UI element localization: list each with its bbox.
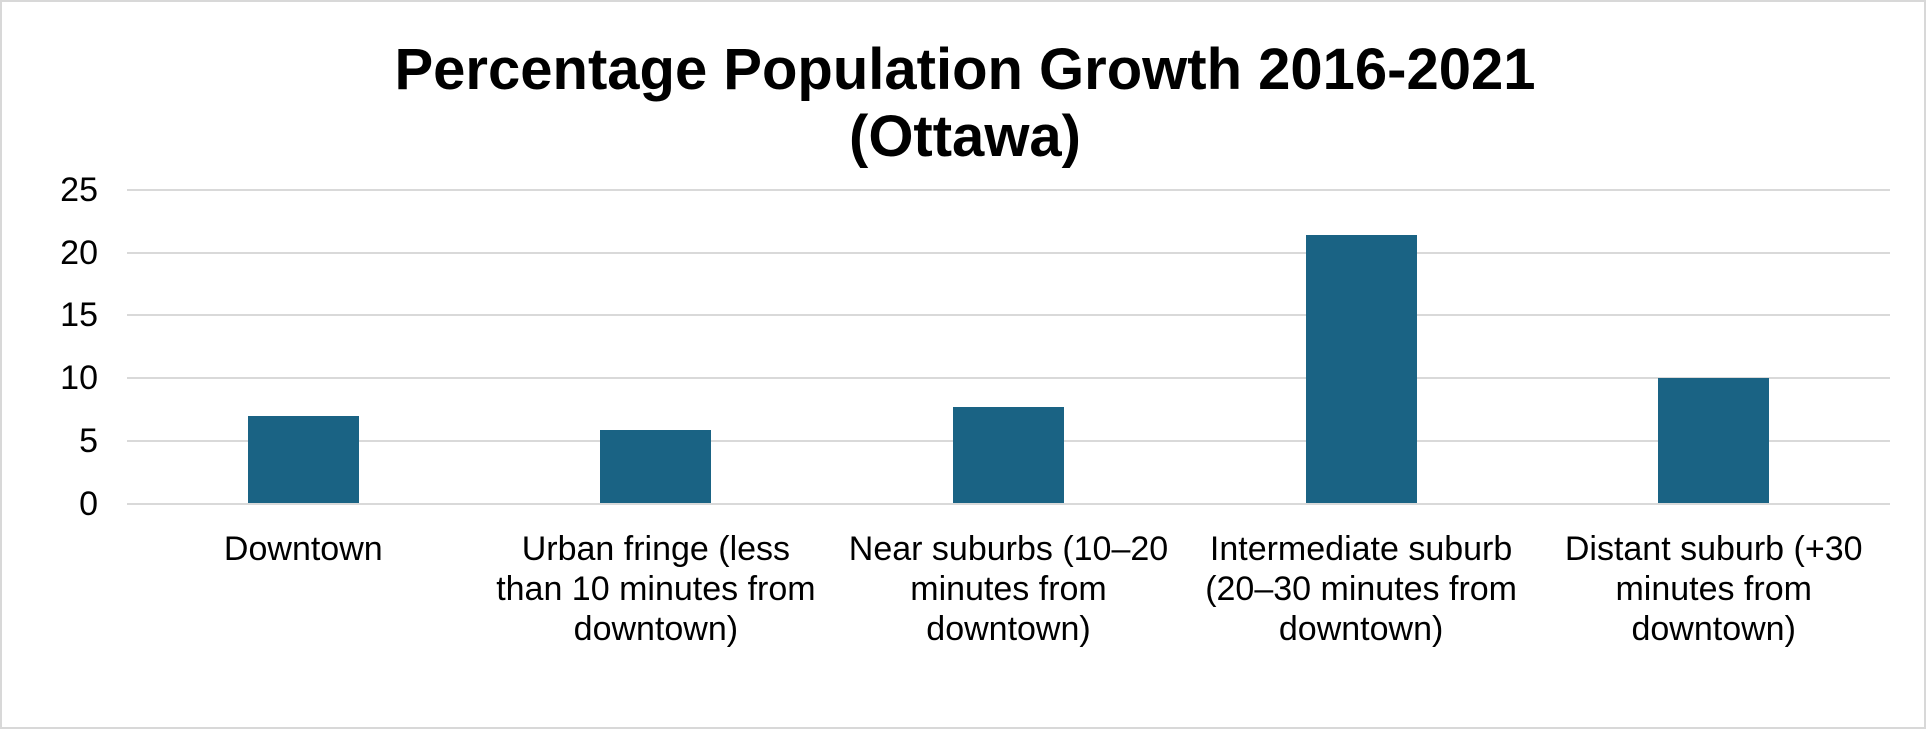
bar [953, 406, 1064, 504]
chart-title: Percentage Population Growth 2016-2021 (… [2, 36, 1924, 170]
gridline [127, 502, 1890, 505]
gridline [127, 189, 1890, 191]
x-axis-category-label: Distant suburb (+30 minutes from downtow… [1564, 530, 1863, 648]
y-axis-tick-label: 0 [79, 484, 98, 523]
bar [1658, 378, 1770, 504]
y-axis-tick-label: 20 [60, 233, 98, 272]
y-axis-tick-label: 25 [60, 171, 98, 209]
chart-title-line-1: Percentage Population Growth 2016-2021 [394, 37, 1536, 102]
gridline [127, 314, 1890, 317]
x-axis-category-label: Urban fringe (less than 10 minutes from … [496, 530, 816, 648]
bar [247, 415, 359, 504]
x-axis-category-label: Downtown [223, 530, 383, 568]
gridline [127, 251, 1890, 254]
x-axis-category-label: Near suburbs (10–20 minutes from downtow… [848, 530, 1169, 648]
x-axis-category-label: Intermediate suburb (20–30 minutes from … [1205, 530, 1517, 648]
y-axis-tick-label: 5 [79, 421, 98, 460]
chart-title-line-2: (Ottawa) [849, 104, 1081, 169]
bar [600, 429, 712, 504]
gridline [127, 377, 1890, 380]
bar [1305, 235, 1417, 504]
y-axis-tick-label: 15 [60, 296, 98, 335]
y-axis-tick-label: 10 [60, 359, 98, 398]
